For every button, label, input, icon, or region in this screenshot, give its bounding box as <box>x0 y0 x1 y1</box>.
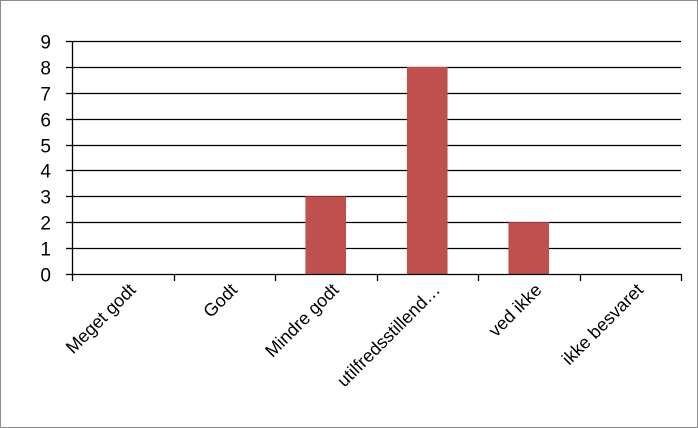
y-tick-label: 3 <box>40 188 51 209</box>
bar <box>406 66 448 274</box>
x-tick-labels: Meget godt Godt Mindre godtutilfredsstille… <box>62 280 647 391</box>
bars <box>305 66 550 274</box>
y-tick-label: 0 <box>40 266 51 287</box>
x-tick-label: utilfredsstillend… <box>333 280 444 391</box>
x-tick-label: ikke besvaret <box>558 280 647 369</box>
x-tick-label: Godt <box>199 280 241 322</box>
bar <box>305 196 347 274</box>
axes <box>66 40 683 281</box>
y-tick-label: 6 <box>40 111 51 132</box>
x-tick-label: Mindre godt <box>261 280 342 361</box>
y-tick-labels: 0 1 2 3 4 5 6 7 8 9 <box>40 33 51 287</box>
y-tick-label: 1 <box>40 240 51 261</box>
y-tick-label: 9 <box>40 33 51 54</box>
y-tick-label: 2 <box>40 214 51 235</box>
y-tick-label: 7 <box>40 85 51 106</box>
bar <box>508 222 550 274</box>
gridlines <box>72 40 681 250</box>
y-tick-label: 5 <box>40 137 51 158</box>
x-tick-label: Meget godt <box>62 280 140 358</box>
y-tick-label: 4 <box>40 162 51 183</box>
x-tick-label: ved ikke <box>485 280 546 341</box>
y-tick-label: 8 <box>40 59 51 80</box>
